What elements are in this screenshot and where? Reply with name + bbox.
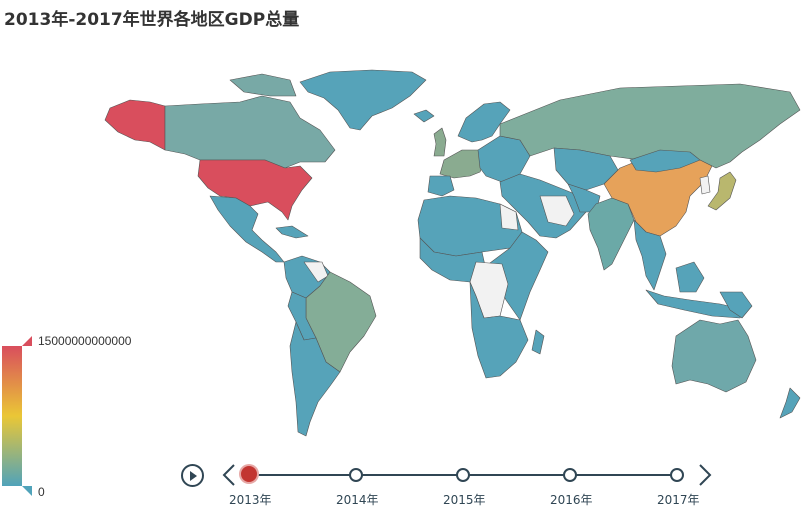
timeline-tick[interactable] [456,468,470,482]
region-iceland[interactable] [413,109,435,123]
timeline[interactable]: 2013年 2014年 2015年 2016年 2017年 [170,456,730,516]
region-alaska[interactable] [104,99,166,151]
region-caribbean[interactable] [275,225,309,239]
timeline-tick-label[interactable]: 2013年 [229,493,272,507]
region-southern-cone[interactable] [289,321,341,437]
chevron-right-icon[interactable] [692,462,716,488]
region-russia[interactable] [499,83,801,169]
region-new-zealand[interactable] [779,387,801,419]
timeline-tick-label[interactable]: 2016年 [550,493,593,507]
region-uk[interactable] [433,127,447,157]
region-western-europe[interactable] [439,149,487,179]
region-madagascar[interactable] [531,329,545,355]
chart-title: 2013年-2017年世界各地区GDP总量 [4,10,300,30]
region-australia[interactable] [671,319,757,393]
timeline-tick[interactable] [670,468,684,482]
region-greenland[interactable] [299,69,427,131]
region-japan[interactable] [707,171,737,211]
timeline-tick-label[interactable]: 2015年 [443,493,486,507]
visual-map-min-handle[interactable] [22,486,32,496]
region-canada[interactable] [164,95,336,169]
timeline-tick-label[interactable]: 2017年 [657,493,700,507]
play-icon[interactable] [181,464,204,487]
region-southeast-asia[interactable] [633,219,667,291]
region-india[interactable] [587,197,635,271]
region-united-states[interactable] [197,159,313,221]
visual-map-max-label: 15000000000000 [38,334,132,348]
region-mexico[interactable] [209,195,285,263]
region-saudi-arabia[interactable] [539,195,575,227]
region-korea[interactable] [699,175,711,195]
timeline-tick[interactable] [241,466,257,482]
region-mongolia[interactable] [629,149,701,173]
visual-map-legend[interactable]: 15000000000000 0 [0,334,200,504]
region-canada-islands[interactable] [229,73,297,97]
chevron-left-icon[interactable] [218,462,242,488]
region-iberia[interactable] [427,175,455,197]
visual-map-min-label: 0 [38,485,45,499]
timeline-tick[interactable] [563,468,577,482]
timeline-tick[interactable] [349,468,363,482]
region-scandinavia[interactable] [457,101,511,143]
region-borneo[interactable] [675,261,705,293]
region-papua[interactable] [719,291,753,319]
region-egypt[interactable] [499,203,519,231]
region-southern-africa[interactable] [469,281,529,379]
timeline-tick-label[interactable]: 2014年 [336,493,379,507]
visual-map-gradient-bar[interactable] [2,346,22,486]
visual-map-max-handle[interactable] [22,336,32,346]
